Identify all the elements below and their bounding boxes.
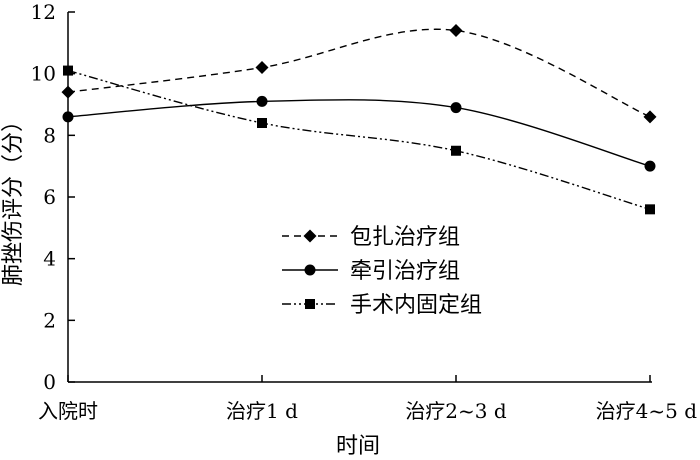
series-layer bbox=[61, 24, 657, 215]
series-circle bbox=[62, 95, 656, 172]
series-line bbox=[67, 28, 651, 118]
data-point-circle bbox=[450, 102, 462, 114]
y-tick-label: 12 bbox=[31, 0, 56, 24]
data-point-square bbox=[645, 204, 655, 215]
x-tick-label: 入院时 bbox=[38, 399, 98, 423]
series-square bbox=[63, 65, 655, 215]
x-axis-title: 时间 bbox=[336, 434, 380, 459]
legend-label: 手术内固定组 bbox=[350, 293, 482, 318]
y-tick-label: 4 bbox=[43, 247, 56, 271]
data-point-circle bbox=[644, 160, 656, 172]
data-point-diamond bbox=[449, 24, 463, 37]
x-tick-label: 治疗2~3 d bbox=[405, 399, 507, 423]
legend-item: 手术内固定组 bbox=[282, 293, 482, 318]
data-point-diamond bbox=[643, 110, 657, 124]
x-tick-label: 治疗1 d bbox=[226, 399, 298, 423]
data-point-circle bbox=[256, 95, 268, 107]
y-tick-label: 2 bbox=[43, 308, 56, 332]
data-point-circle bbox=[62, 111, 74, 123]
legend-item: 包扎治疗组 bbox=[282, 225, 460, 250]
legend-label: 牵引治疗组 bbox=[350, 259, 460, 284]
series-diamond bbox=[61, 24, 657, 124]
data-point-diamond bbox=[61, 85, 75, 99]
series-line bbox=[67, 69, 651, 211]
y-tick-label: 8 bbox=[43, 123, 56, 147]
data-point-diamond bbox=[255, 61, 269, 74]
axes: 0 2 4 6 8 10 12 入院时 治疗1 d 治疗2~3 d 治疗4~5 d bbox=[31, 0, 698, 423]
data-point-square bbox=[451, 145, 461, 156]
legend-label: 包扎治疗组 bbox=[350, 225, 460, 250]
legend-item: 牵引治疗组 bbox=[282, 259, 460, 284]
series-line bbox=[67, 99, 651, 167]
legend-marker-diamond bbox=[303, 229, 317, 243]
data-point-square bbox=[63, 65, 73, 76]
y-tick-label: 0 bbox=[43, 370, 56, 394]
y-axis-title: 肺挫伤评分（分） bbox=[1, 110, 26, 286]
data-point-square bbox=[257, 118, 267, 128]
legend-marker-square bbox=[305, 299, 315, 309]
legend-marker-circle bbox=[304, 264, 316, 276]
y-tick-label: 10 bbox=[31, 62, 56, 86]
y-tick-label: 6 bbox=[43, 185, 56, 209]
x-tick-label: 治疗4~5 d bbox=[596, 399, 698, 423]
